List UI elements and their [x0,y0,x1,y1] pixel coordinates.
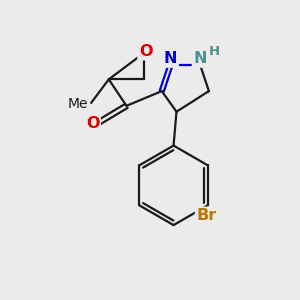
Text: O: O [86,116,99,131]
Text: N: N [193,51,207,66]
Text: Br: Br [196,208,217,223]
Text: O: O [139,44,152,59]
Text: N: N [164,51,177,66]
Text: H: H [209,45,220,58]
Text: Me: Me [68,98,88,111]
